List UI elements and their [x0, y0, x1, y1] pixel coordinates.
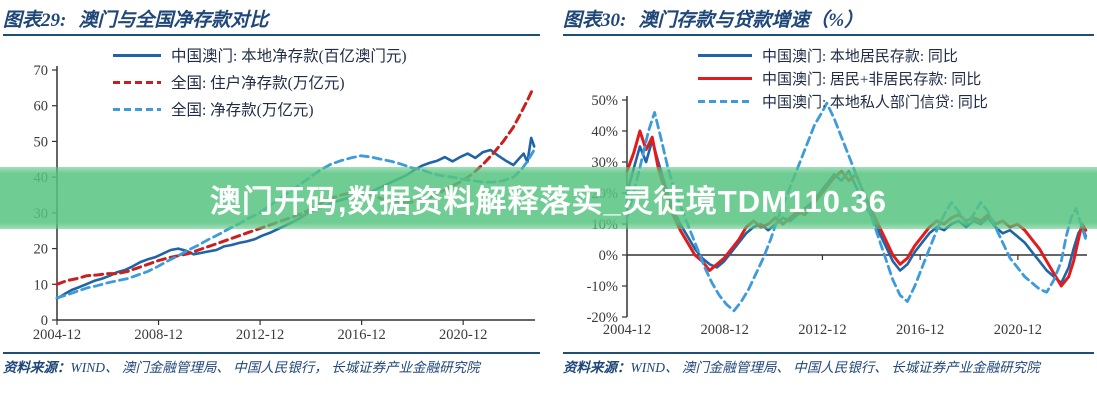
source-text: WIND、 澳门金融管理局、 中国人民银行、 长城证券产业金融研究院 [630, 360, 1040, 375]
x-tick-label: 2012-12 [236, 327, 284, 343]
x-tick-label: 2016-12 [896, 322, 944, 338]
y-tick-label: 0% [599, 248, 618, 264]
right-chart-legend: 中国澳门: 本地居民存款: 同比中国澳门: 居民+非居民存款: 同比 中国澳门: … [698, 47, 988, 116]
x-tick-label: 2020-12 [994, 322, 1042, 338]
legend-label: 全国: 净存款(万亿元) [171, 102, 314, 119]
legend-label: 中国澳门: 本地私人部门信贷: 同比 [762, 95, 988, 111]
legend-label: 中国澳门: 本地净存款(百亿澳门元) [171, 48, 407, 65]
legend-item: 中国澳门: 本地净存款(百亿澳门元) [113, 46, 407, 65]
right-chart-title-bar: 图表30: 澳门存款与贷款增速（%） [563, 2, 1094, 36]
source-label: 资料来源： [563, 360, 631, 375]
y-tick-label: 50 [34, 134, 49, 150]
y-tick-label: -10% [587, 279, 618, 295]
x-tick-label: 2012-12 [798, 322, 846, 338]
solid-line-sample [698, 77, 752, 80]
right-chart-source: 资料来源：WIND、 澳门金融管理局、 中国人民银行、 长城证券产业金融研究院 [563, 352, 1094, 378]
y-tick-label: 0 [41, 313, 48, 329]
y-tick-label: 40% [591, 124, 618, 140]
solid-line-sample [113, 53, 161, 57]
source-text: WIND、 澳门金融管理局、 中国人民银行， 长城证券产业金融研究院 [70, 360, 480, 375]
legend-label: 全国: 住户净存款(万亿元) [171, 75, 345, 92]
y-tick-label: 20 [34, 242, 49, 258]
left-chart-title-bar: 图表29: 澳门与全国净存款对比 [3, 2, 540, 36]
legend-label: 中国澳门: 居民+非居民存款: 同比 [762, 72, 982, 88]
source-label: 资料来源： [3, 360, 71, 375]
x-tick-label: 2016-12 [337, 327, 385, 343]
dashed-line-sample [113, 107, 161, 111]
watermark-overlay-banner[interactable]: 澳门开码,数据资料解释落实_灵徒境TDM110.36 [0, 167, 1097, 229]
legend-item: 中国澳门: 居民+非居民存款: 同比 [698, 70, 988, 88]
legend-item: 全国: 住户净存款(万亿元) [113, 73, 407, 92]
x-tick-label: 2008-12 [134, 327, 182, 343]
left-chart-legend: 中国澳门: 本地净存款(百亿澳门元) 全国: 住户净存款(万亿元) 全国: 净存款(… [113, 46, 407, 127]
y-tick-label: 10 [34, 277, 49, 293]
right-chart-number: 图表30: [563, 10, 627, 31]
left-chart-title: 澳门与全国净存款对比 [78, 10, 269, 31]
y-tick-label: 60 [34, 99, 49, 115]
x-tick-label: 2008-12 [701, 322, 749, 338]
solid-line-sample [698, 54, 752, 57]
y-tick-label: 50% [591, 93, 618, 109]
legend-item: 中国澳门: 本地居民存款: 同比 [698, 47, 988, 65]
watermark-text: 澳门开码,数据资料解释落实_灵徒境TDM110.36 [209, 183, 888, 219]
legend-item: 全国: 净存款(万亿元) [113, 100, 407, 119]
legend-label: 中国澳门: 本地居民存款: 同比 [762, 49, 958, 65]
left-chart-number: 图表29: [3, 10, 67, 31]
x-tick-label: 2004-12 [33, 327, 81, 343]
dashed-line-sample [698, 100, 752, 103]
y-tick-label: 70 [34, 63, 49, 79]
dashed-line-sample [113, 80, 161, 84]
x-tick-label: 2020-12 [439, 327, 487, 343]
legend-item: 中国澳门: 本地私人部门信贷: 同比 [698, 93, 988, 111]
left-chart-source: 资料来源：WIND、 澳门金融管理局、 中国人民银行， 长城证券产业金融研究院 [3, 352, 540, 378]
x-tick-label: 2004-12 [603, 322, 651, 338]
y-tick-label: -20% [587, 310, 618, 326]
right-chart-title: 澳门存款与贷款增速（%） [638, 10, 864, 31]
